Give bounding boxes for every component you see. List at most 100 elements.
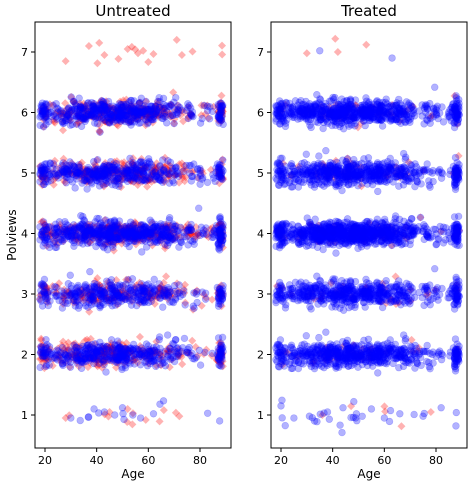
data-point xyxy=(108,168,117,177)
data-point xyxy=(111,177,120,186)
data-point xyxy=(90,286,99,295)
data-point xyxy=(131,165,140,174)
data-point xyxy=(218,155,227,164)
data-point xyxy=(77,292,86,301)
data-point xyxy=(113,359,122,368)
data-point xyxy=(177,106,186,115)
data-point xyxy=(43,175,52,184)
data-point xyxy=(112,165,121,174)
data-point xyxy=(397,422,406,431)
data-point xyxy=(80,354,89,363)
data-point xyxy=(127,231,136,240)
data-point xyxy=(79,165,88,174)
data-point xyxy=(160,358,168,367)
data-point xyxy=(126,105,134,113)
data-point xyxy=(413,359,422,368)
data-point xyxy=(40,285,49,294)
data-point xyxy=(218,233,227,242)
data-point xyxy=(110,226,119,235)
data-point xyxy=(141,163,150,172)
data-point xyxy=(399,362,408,371)
data-point xyxy=(149,49,158,58)
data-point xyxy=(37,348,46,357)
data-point xyxy=(152,361,161,370)
data-point xyxy=(161,289,170,298)
data-point xyxy=(138,171,147,180)
data-point xyxy=(95,233,104,242)
data-point xyxy=(217,234,226,243)
data-point xyxy=(121,351,130,360)
data-point xyxy=(302,49,311,58)
data-point xyxy=(128,160,137,169)
data-point xyxy=(131,283,140,292)
data-point xyxy=(82,166,91,175)
data-point xyxy=(216,231,225,240)
data-point xyxy=(164,170,173,179)
data-point xyxy=(112,225,121,234)
data-point xyxy=(67,169,76,178)
data-point xyxy=(106,343,115,352)
data-point xyxy=(118,350,127,359)
data-point xyxy=(39,173,48,182)
data-point xyxy=(113,355,122,364)
data-point xyxy=(152,105,161,114)
data-point xyxy=(138,298,146,307)
data-point xyxy=(66,114,75,123)
data-point xyxy=(124,275,133,284)
data-point xyxy=(93,355,102,364)
data-point xyxy=(141,111,150,120)
data-point xyxy=(142,97,150,106)
data-point xyxy=(145,231,154,240)
series-blue-circles xyxy=(36,93,227,425)
data-point xyxy=(72,298,81,307)
data-point xyxy=(130,291,139,300)
data-point xyxy=(145,157,153,166)
data-point xyxy=(182,166,191,175)
data-point xyxy=(113,229,122,238)
data-point xyxy=(90,173,99,182)
data-point xyxy=(65,345,74,354)
data-point xyxy=(194,231,203,240)
data-point xyxy=(56,108,65,117)
data-point xyxy=(70,167,79,176)
data-point xyxy=(209,174,218,182)
data-point xyxy=(142,176,151,185)
data-point xyxy=(129,111,138,120)
data-point xyxy=(168,228,177,237)
data-point xyxy=(81,231,90,240)
data-point xyxy=(88,226,97,235)
data-point xyxy=(187,168,196,177)
data-point xyxy=(121,346,130,355)
data-point xyxy=(110,352,119,361)
data-point xyxy=(109,109,118,118)
data-point xyxy=(117,107,126,116)
data-point xyxy=(65,110,74,119)
data-point xyxy=(119,102,128,111)
data-point xyxy=(96,104,105,113)
data-point xyxy=(141,348,150,357)
data-point xyxy=(61,414,70,423)
data-point xyxy=(89,106,98,115)
data-point xyxy=(59,154,68,163)
data-point xyxy=(115,348,124,357)
data-point xyxy=(219,285,227,293)
data-point xyxy=(88,168,97,177)
data-point xyxy=(78,285,87,294)
data-point xyxy=(141,97,150,106)
data-point xyxy=(102,162,111,171)
data-point xyxy=(84,413,93,421)
data-point xyxy=(94,106,103,115)
data-point xyxy=(109,353,118,362)
data-point xyxy=(134,345,143,354)
data-point xyxy=(107,345,116,354)
data-point xyxy=(144,286,153,295)
data-point xyxy=(83,166,92,175)
data-point xyxy=(77,165,86,174)
data-point xyxy=(68,350,77,359)
x-tick-label: 60 xyxy=(141,454,155,467)
data-point xyxy=(166,298,174,306)
data-point xyxy=(140,347,149,356)
data-point xyxy=(158,163,167,172)
data-point xyxy=(452,408,461,417)
data-point xyxy=(64,289,73,298)
